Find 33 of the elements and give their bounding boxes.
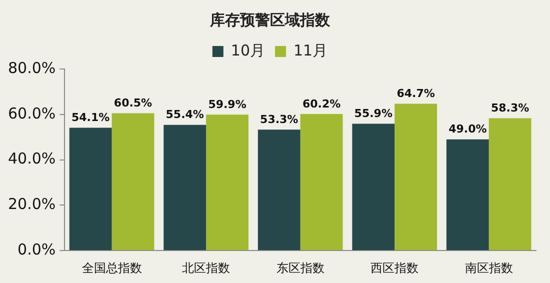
y-tick-label: 20.0%: [8, 195, 56, 214]
bar: [446, 139, 489, 250]
legend-label: 10月: [230, 41, 266, 60]
data-label: 54.1%: [71, 111, 110, 124]
y-tick-label: 80.0%: [8, 58, 56, 77]
bar: [352, 124, 395, 250]
bar: [164, 124, 206, 250]
data-label: 64.7%: [396, 87, 435, 100]
y-tick-label: 0.0%: [18, 240, 56, 258]
x-tick-label: 西区指数: [370, 260, 419, 275]
bar: [258, 130, 300, 250]
bar: [394, 104, 438, 250]
x-tick-label: 南区指数: [464, 260, 513, 275]
data-label: 60.2%: [302, 97, 341, 110]
y-tick-label: 40.0%: [8, 150, 56, 168]
data-label: 60.5%: [114, 96, 152, 110]
bar: [488, 118, 532, 250]
y-tick-label: 60.0%: [8, 104, 56, 122]
bar: [206, 114, 248, 250]
x-tick-label: 全国总指数: [82, 260, 142, 275]
x-tick-label: 东区指数: [276, 260, 324, 275]
data-label: 53.3%: [260, 112, 298, 126]
data-label: 58.3%: [490, 102, 530, 115]
x-tick-label: 北区指数: [182, 260, 230, 275]
bar: [112, 113, 154, 250]
data-label: 55.9%: [354, 107, 392, 120]
bar: [300, 114, 343, 250]
data-label: 49.0%: [448, 122, 487, 136]
bar: [69, 128, 112, 250]
data-label: 55.4%: [166, 108, 204, 122]
legend-label: 11月: [294, 41, 328, 60]
chart-title: 库存预警区域指数: [209, 10, 331, 29]
data-label: 59.9%: [208, 98, 246, 111]
